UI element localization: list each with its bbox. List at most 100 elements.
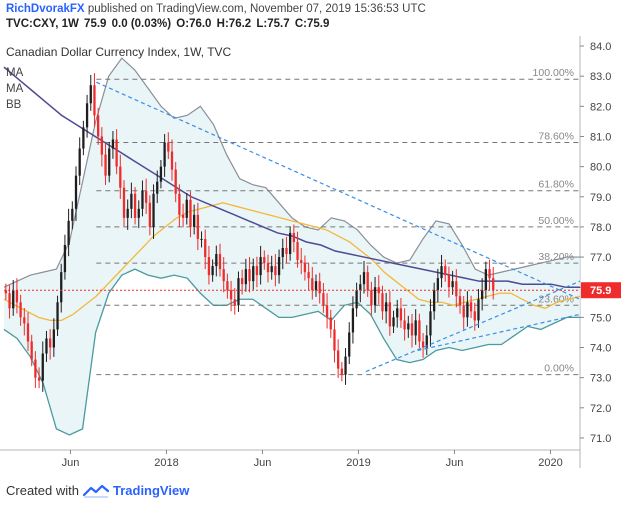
candle-body bbox=[141, 190, 144, 209]
fib-level-label: 78.60% bbox=[538, 131, 574, 143]
candle-body bbox=[34, 359, 37, 378]
x-tick-label: 2018 bbox=[154, 457, 178, 469]
candle-body bbox=[255, 266, 259, 276]
candle-body bbox=[370, 290, 373, 306]
candle-body bbox=[163, 142, 166, 167]
candle-body bbox=[178, 193, 181, 215]
chart-frame[interactable]: 100.00% 78.60% 61.80% 50.00% 38.20% 23.60% 0.0… bbox=[0, 36, 624, 472]
candle-body bbox=[252, 266, 255, 282]
candle-body bbox=[137, 208, 140, 218]
tradingview-brand[interactable]: TradingView bbox=[112, 483, 190, 498]
close-value: C:75.9 bbox=[294, 18, 330, 30]
trendline bbox=[365, 280, 581, 373]
last-price-label: 75.9 bbox=[590, 285, 611, 297]
candle-body bbox=[392, 317, 395, 327]
candle-body bbox=[266, 263, 270, 273]
candle-body bbox=[93, 85, 96, 116]
fib-level-label: 0.00% bbox=[544, 363, 574, 375]
y-tick-label: 81.0 bbox=[590, 131, 611, 143]
candle-body bbox=[359, 284, 362, 291]
candle-body bbox=[148, 202, 151, 227]
candle-body bbox=[159, 166, 163, 182]
candle-body bbox=[108, 148, 111, 176]
y-tick-label: 82.0 bbox=[590, 101, 611, 113]
x-tick-label: Jun bbox=[254, 457, 272, 469]
candle-body bbox=[122, 187, 126, 218]
candle-body bbox=[292, 232, 295, 242]
last-value: 75.9 bbox=[84, 18, 107, 30]
candle-body bbox=[181, 214, 185, 218]
candle-body bbox=[403, 320, 406, 330]
candle-body bbox=[222, 269, 225, 282]
candle-body bbox=[462, 305, 465, 318]
candle-body bbox=[78, 148, 81, 176]
candle-body bbox=[45, 338, 48, 354]
published-text: published on TradingView.com, November 0… bbox=[87, 3, 426, 15]
fib-level-label: 38.20% bbox=[538, 251, 574, 263]
fib-level-label: 100.00% bbox=[533, 67, 574, 79]
candle-body bbox=[97, 115, 100, 137]
candle-body bbox=[340, 368, 343, 375]
candle-body bbox=[322, 293, 325, 306]
y-tick-label: 79.0 bbox=[590, 192, 611, 204]
candle-body bbox=[425, 335, 428, 348]
y-tick-label: 73.0 bbox=[590, 373, 611, 385]
candle-body bbox=[71, 208, 74, 221]
candle-body bbox=[26, 323, 30, 342]
ma-blue-line bbox=[3, 66, 580, 288]
candle-body bbox=[473, 311, 476, 321]
author-link[interactable]: RichDvorakFX bbox=[6, 3, 85, 15]
candle-body bbox=[4, 290, 7, 294]
candle-body bbox=[207, 257, 211, 276]
bb-upper-line bbox=[3, 57, 580, 288]
candle-body bbox=[23, 317, 26, 324]
fib-level-label: 23.60% bbox=[538, 293, 574, 305]
candle-body bbox=[233, 299, 236, 306]
candle-body bbox=[410, 323, 414, 336]
bb-lower-line bbox=[3, 268, 580, 436]
ma-yellow-line bbox=[3, 202, 581, 322]
candle-body bbox=[15, 290, 19, 303]
candle-body bbox=[218, 254, 222, 270]
change-value: 0.0 (0.03%) bbox=[111, 18, 172, 30]
candle-body bbox=[60, 272, 63, 303]
candle-body bbox=[37, 377, 41, 381]
candle-body bbox=[52, 329, 55, 348]
candle-body bbox=[229, 290, 233, 300]
bb-fill bbox=[4, 58, 580, 435]
candle-body bbox=[237, 278, 240, 306]
y-tick-label: 80.0 bbox=[590, 162, 611, 174]
y-tick-label: 78.0 bbox=[590, 222, 611, 234]
fib-level-label: 61.80% bbox=[538, 179, 574, 191]
candle-body bbox=[484, 269, 487, 291]
price-chart[interactable]: 100.00% 78.60% 61.80% 50.00% 38.20% 23.60% 0.0… bbox=[0, 36, 624, 472]
candle-body bbox=[296, 241, 299, 261]
candle-body bbox=[119, 166, 122, 188]
candle-body bbox=[344, 356, 347, 375]
candle-body bbox=[67, 220, 70, 245]
candle-body bbox=[303, 263, 307, 273]
candle-body bbox=[325, 305, 329, 318]
candle-body bbox=[274, 266, 277, 276]
candle-body bbox=[421, 341, 425, 348]
candle-body bbox=[433, 290, 436, 312]
candle-body bbox=[133, 193, 137, 218]
y-tick-label: 75.0 bbox=[590, 312, 611, 324]
candle-body bbox=[281, 248, 284, 258]
candle-body bbox=[63, 245, 67, 273]
candle-body bbox=[385, 302, 388, 312]
candle-body bbox=[19, 302, 22, 318]
candle-body bbox=[285, 248, 288, 255]
candle-body bbox=[348, 332, 351, 357]
candle-body bbox=[100, 136, 103, 155]
indicator-legend-item: BB bbox=[6, 99, 22, 111]
fib-level-label: 50.00% bbox=[538, 215, 574, 227]
ohlc-bar: TVC:CXY, 1W 75.9 0.0 (0.03%) O:76.0 H:76… bbox=[6, 18, 331, 30]
candle-body bbox=[289, 232, 292, 255]
tradingview-logo-icon bbox=[82, 484, 109, 498]
candle-body bbox=[414, 320, 417, 336]
candle-body bbox=[41, 353, 44, 381]
y-tick-label: 77.0 bbox=[590, 252, 611, 264]
candle-body bbox=[355, 290, 358, 309]
candle-body bbox=[215, 254, 218, 267]
